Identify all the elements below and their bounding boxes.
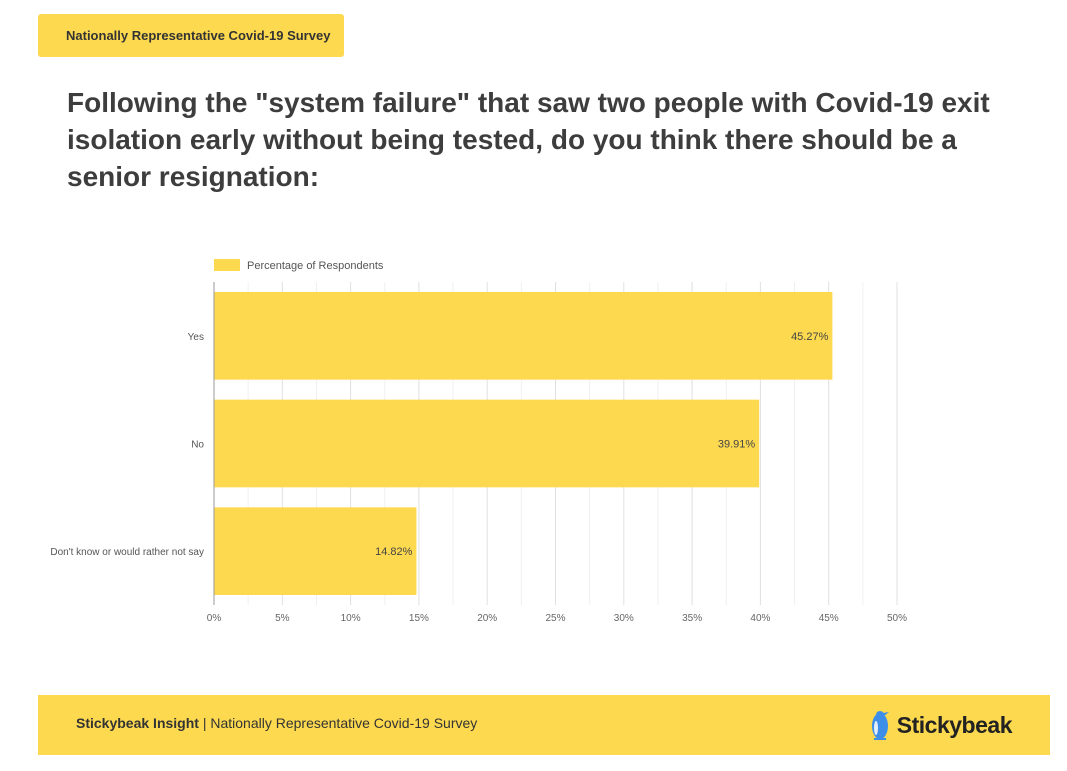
- x-tick-label: 50%: [887, 613, 907, 624]
- x-tick-label: 15%: [409, 613, 429, 624]
- y-category-label: Yes: [188, 332, 204, 343]
- stickybeak-logo: Stickybeak: [867, 708, 1013, 742]
- survey-tag-label: Nationally Representative Covid-19 Surve…: [66, 28, 331, 43]
- data-label: 14.82%: [375, 546, 413, 558]
- logo-text: Stickybeak: [896, 711, 1013, 738]
- x-tick-label: 30%: [614, 613, 634, 624]
- footer-banner: Stickybeak Insight | Nationally Represen…: [38, 695, 1050, 755]
- y-category-label: No: [191, 440, 204, 451]
- x-tick-label: 45%: [819, 613, 839, 624]
- axes: 0% 5% 10% 15% 20% 25% 30% 35% 40% 45% 50% Yes No Don'…: [50, 282, 907, 624]
- bar: [214, 507, 417, 595]
- x-tick-label: 25%: [545, 613, 565, 624]
- data-label: 39.91%: [718, 439, 756, 451]
- bar: [214, 399, 760, 488]
- x-tick-label: 0%: [207, 613, 222, 624]
- x-tick-label: 5%: [275, 613, 290, 624]
- footer-separator: |: [198, 715, 211, 731]
- x-tick-label: 35%: [682, 613, 702, 624]
- x-tick-label: 40%: [750, 613, 770, 624]
- page-title: Following the "system failure" that saw …: [67, 87, 990, 192]
- legend-label: Percentage of Respondents: [247, 260, 384, 272]
- bar-chart: 45.27% 39.91% 14.82% 0% 5% 10% 15% 20% 25% 30% 35…: [50, 259, 907, 624]
- legend-swatch: [214, 259, 240, 271]
- survey-tag: Nationally Representative Covid-19 Surve…: [38, 14, 344, 57]
- bar: [214, 292, 833, 380]
- legend: Percentage of Respondents: [214, 259, 384, 272]
- footer-text: Stickybeak Insight | Nationally Represen…: [76, 715, 477, 731]
- footer-subtitle: Nationally Representative Covid-19 Surve…: [210, 715, 478, 731]
- footer-brand: Stickybeak Insight: [76, 715, 199, 731]
- x-tick-label: 20%: [477, 613, 497, 624]
- data-label: 45.27%: [791, 331, 829, 343]
- bars: 45.27% 39.91% 14.82%: [214, 292, 833, 595]
- x-tick-label: 10%: [341, 613, 361, 624]
- y-category-label: Don't know or would rather not say: [50, 547, 204, 558]
- bird-icon: [871, 711, 889, 740]
